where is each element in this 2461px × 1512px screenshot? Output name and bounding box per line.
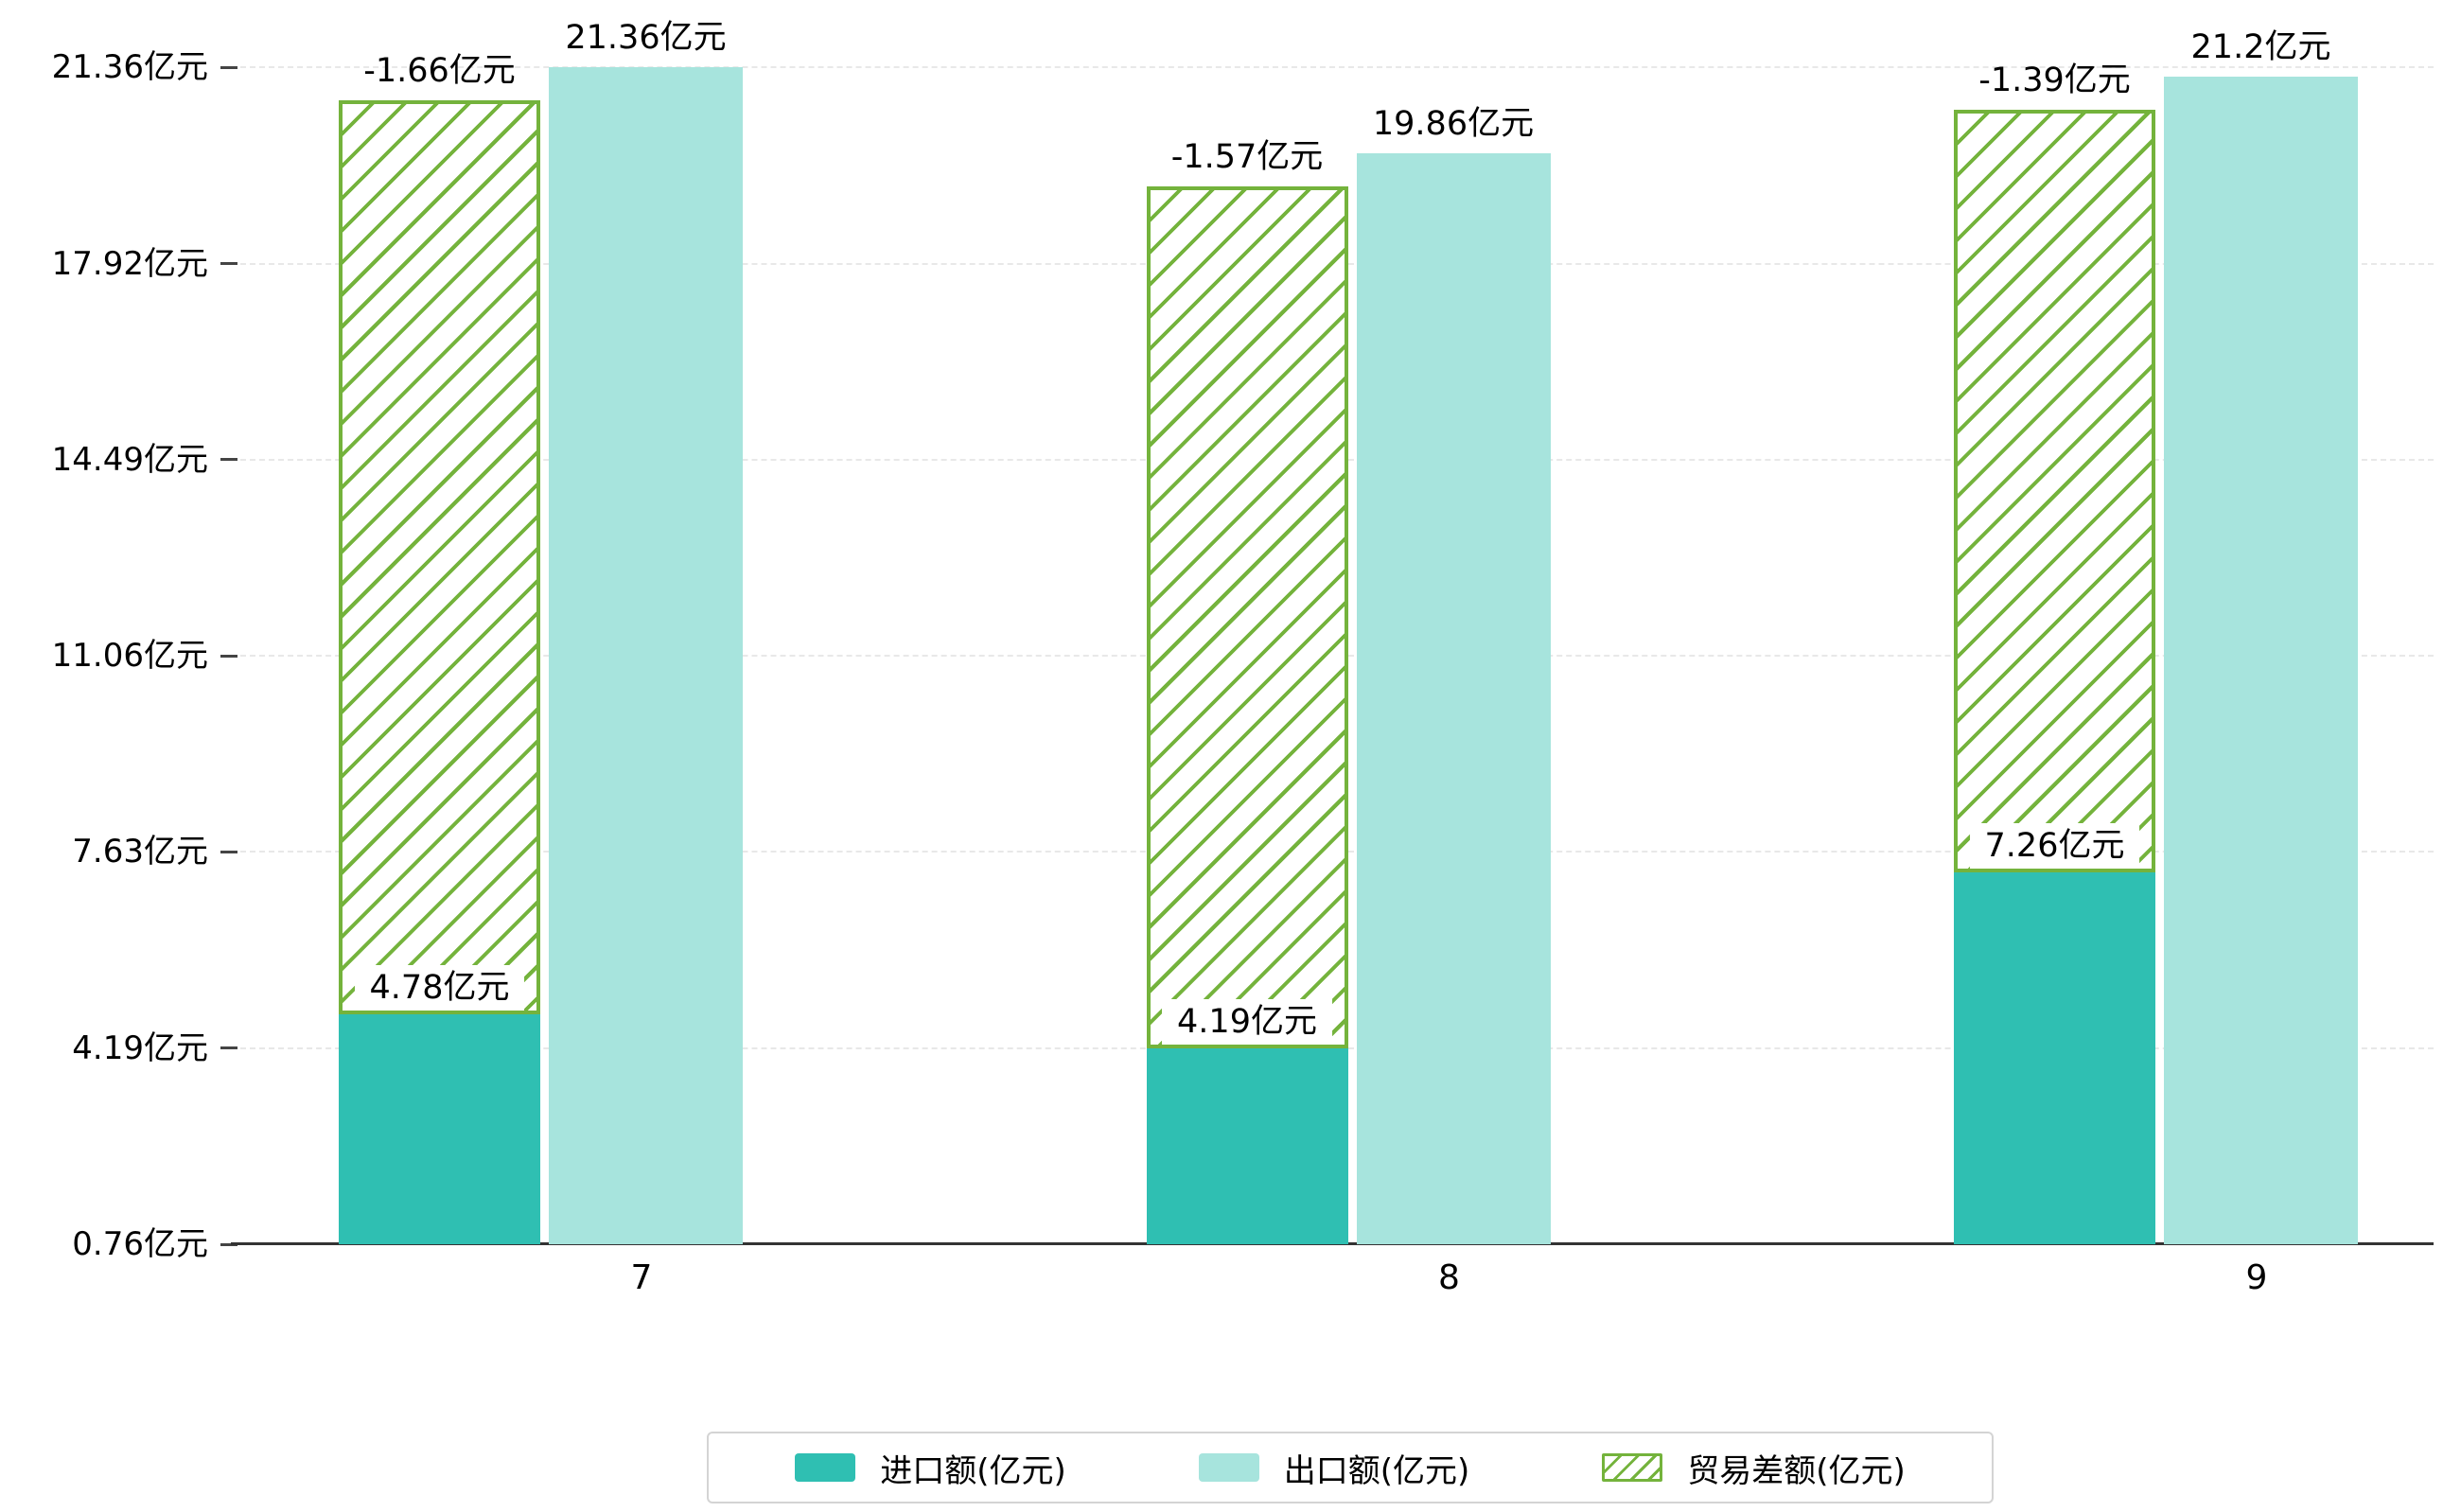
x-tick-label: 7 [630, 1258, 653, 1297]
y-tick-mark [220, 458, 237, 462]
balance-value-label: -1.39亿元 [1978, 61, 2131, 99]
y-tick-label: 0.76亿元 [72, 1225, 208, 1263]
legend-label-import: 进口额(亿元) [880, 1451, 1066, 1490]
export-bar[interactable] [1356, 152, 1551, 1244]
y-tick-label: 21.36亿元 [51, 48, 208, 86]
balance-hatch-swatch-icon [1602, 1453, 1663, 1482]
y-tick-label: 4.19亿元 [72, 1029, 208, 1067]
legend: 进口额(亿元) 出口额(亿元) 贸易差额(亿元) [707, 1432, 1994, 1503]
y-tick-label: 14.49亿元 [51, 440, 208, 479]
balance-value-label: -1.57亿元 [1170, 137, 1324, 176]
export-value-label: 21.2亿元 [2190, 27, 2331, 66]
import-bar[interactable] [339, 1014, 540, 1244]
trade-balance-bar[interactable] [1146, 185, 1348, 1048]
export-bar[interactable] [2164, 76, 2358, 1244]
trade-balance-bar[interactable] [339, 100, 540, 1015]
y-tick-mark [220, 1242, 237, 1246]
x-tick-label: 8 [1438, 1258, 1460, 1297]
y-tick-label: 11.06亿元 [51, 637, 208, 675]
trade-balance-bar[interactable] [1954, 109, 2155, 873]
import-value-label: 4.78亿元 [354, 965, 525, 1011]
y-tick-mark [220, 654, 237, 658]
legend-entry-import[interactable]: 进口额(亿元) [795, 1445, 1066, 1491]
export-swatch-icon [1198, 1453, 1259, 1482]
import-bar[interactable] [1954, 872, 2155, 1244]
legend-entry-balance[interactable]: 贸易差额(亿元) [1602, 1445, 1906, 1491]
y-tick-label: 17.92亿元 [51, 244, 208, 283]
y-tick-mark [220, 262, 237, 266]
legend-label-balance: 贸易差额(亿元) [1687, 1451, 1906, 1490]
export-value-label: 21.36亿元 [565, 19, 727, 57]
import-swatch-icon [795, 1453, 856, 1482]
import-bar[interactable] [1146, 1047, 1348, 1244]
y-tick-label: 7.63亿元 [72, 833, 208, 871]
gridline [231, 66, 2434, 68]
import-value-label: 7.26亿元 [1969, 823, 2140, 870]
balance-value-label: -1.66亿元 [363, 52, 516, 91]
import-value-label: 4.19亿元 [1162, 998, 1332, 1045]
legend-label-export: 出口额(亿元) [1283, 1451, 1470, 1490]
y-tick-mark [220, 850, 237, 853]
export-bar[interactable] [549, 67, 743, 1244]
legend-entry-export[interactable]: 出口额(亿元) [1198, 1445, 1470, 1491]
y-tick-mark [220, 1046, 237, 1050]
y-tick-mark [220, 65, 237, 69]
export-value-label: 19.86亿元 [1372, 104, 1535, 143]
x-tick-label: 9 [2245, 1258, 2268, 1297]
